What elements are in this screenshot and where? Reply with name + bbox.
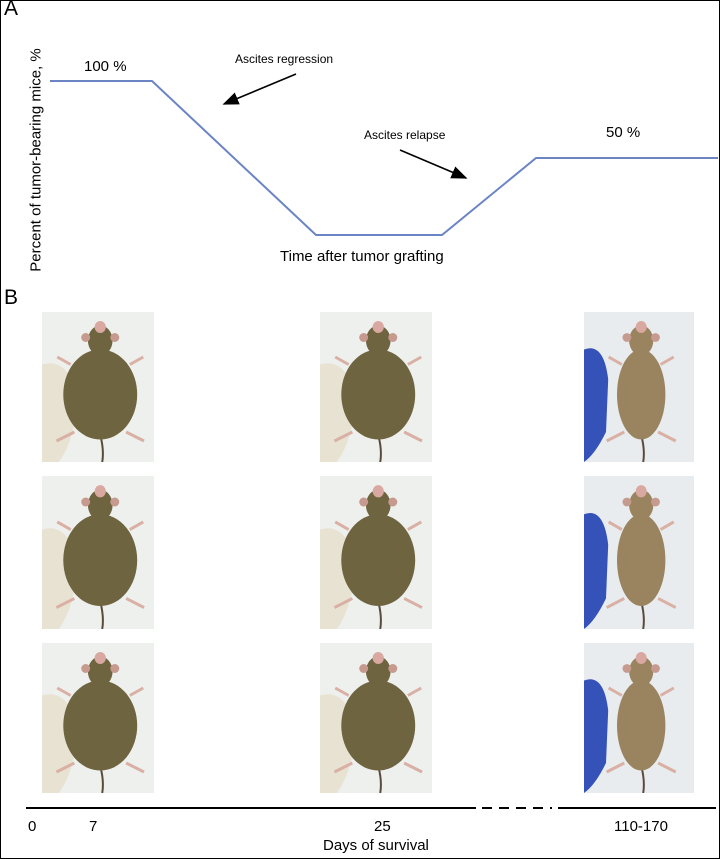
mouse-photo — [42, 643, 154, 793]
mouse-photo — [320, 643, 432, 793]
mouse-photo — [584, 476, 694, 629]
panel-b-label: B — [4, 286, 19, 309]
mouse-photo — [42, 312, 154, 462]
data-line — [50, 80, 718, 236]
arrow-relapse — [399, 149, 468, 179]
x-axis-label: Time after tumor grafting — [280, 248, 444, 265]
start-value-label: 100 % — [84, 58, 127, 75]
tick-label-25: 25 — [374, 818, 391, 835]
annotation-regression: Ascites regression — [235, 52, 334, 66]
mouse-photo — [320, 312, 432, 462]
mouse-photo — [42, 476, 154, 629]
x-axis-title: Days of survival — [323, 837, 429, 854]
tick-label-110-170: 110-170 — [614, 818, 668, 835]
panel-a-chart — [50, 73, 718, 236]
annotation-relapse: Ascites relapse — [364, 128, 446, 142]
mouse-photo — [584, 643, 694, 793]
tick-label-0: 0 — [28, 818, 37, 835]
survival-timeline — [26, 807, 716, 809]
mouse-photo — [584, 312, 694, 462]
arrow-regression — [222, 73, 297, 105]
mouse-photo — [320, 476, 432, 629]
tick-label-7: 7 — [89, 818, 98, 835]
end-value-label: 50 % — [606, 124, 641, 141]
panel-a-label: A — [4, 0, 19, 20]
